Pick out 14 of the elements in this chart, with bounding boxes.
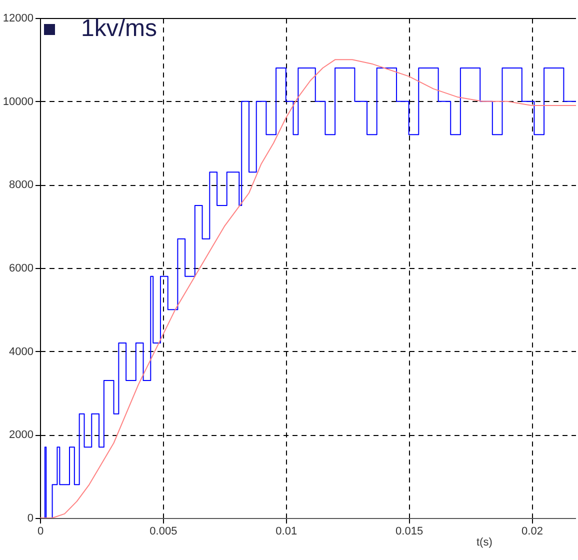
y-tick-label: 4000: [9, 346, 34, 358]
y-tick-label: 0: [27, 512, 34, 524]
y-tick-label: 6000: [9, 262, 34, 274]
annotation: 1kv/ms: [81, 15, 158, 43]
x-tick-label: 0.01: [276, 526, 298, 538]
x-tick-label: 0.02: [522, 526, 543, 538]
x-axis-title: t(s): [476, 536, 492, 548]
x-tick-label: 0: [37, 526, 44, 538]
y-tick-label: 8000: [9, 179, 34, 192]
y-tick-label: 12000: [2, 12, 34, 24]
x-tick-label: 0.005: [150, 526, 178, 538]
x-tick-label: 0.015: [396, 526, 424, 538]
y-tick-label: 2000: [9, 429, 34, 442]
y-tick-label: 10000: [2, 96, 34, 108]
